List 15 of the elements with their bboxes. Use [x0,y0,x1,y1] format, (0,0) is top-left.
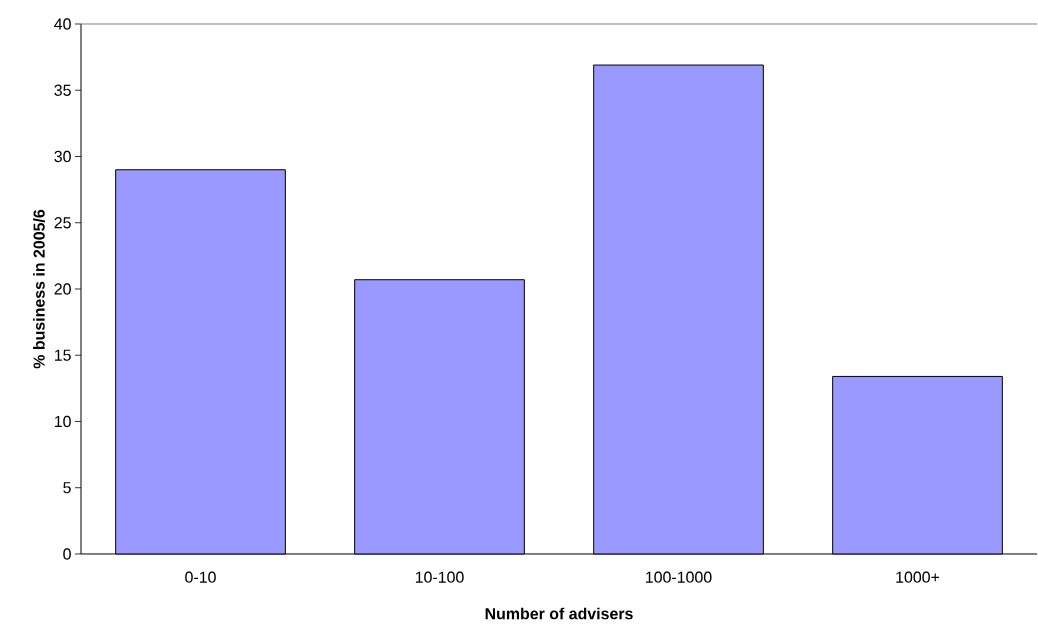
y-tick-label: 5 [63,482,71,494]
y-axis-title: % business in 2005/6 [33,209,45,369]
x-tick-label: 0-10 [185,571,216,583]
y-tick-label: 20 [54,283,71,295]
x-axis-title: Number of advisers [485,607,633,620]
x-tick-label: 10-100 [415,571,464,583]
y-tick-label: 40 [54,18,71,30]
y-tick-label: 10 [54,415,71,428]
y-tick-label: 15 [54,349,71,361]
x-tick-label: 1000+ [896,571,940,583]
y-tick-label: 25 [54,217,71,229]
y-tick-label: 30 [54,150,71,163]
y-tick-label: 0 [63,548,71,560]
y-tick-label: 35 [54,84,71,96]
x-tick-label: 100-1000 [646,571,712,583]
